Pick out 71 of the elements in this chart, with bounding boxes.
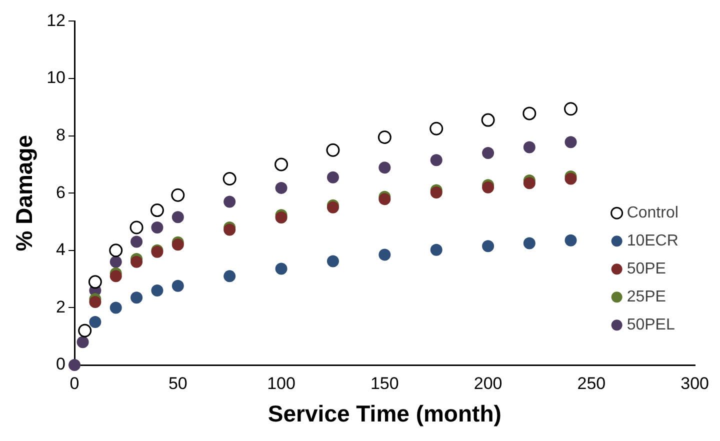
point: [274, 158, 288, 172]
point: [378, 162, 391, 174]
point: [110, 270, 122, 282]
x-tick-label: 50: [168, 374, 188, 393]
point: [275, 262, 288, 275]
point: [150, 204, 164, 218]
point: [482, 240, 494, 252]
point: [224, 196, 236, 208]
x-tick-label: 100: [267, 374, 296, 393]
x-tick-label: 200: [474, 374, 502, 393]
point: [481, 113, 495, 127]
point: [564, 136, 577, 148]
y-axis-title: % Damage: [11, 134, 38, 252]
point: [430, 154, 442, 166]
point: [378, 130, 392, 144]
point: [430, 244, 442, 256]
point: [564, 172, 577, 185]
y-tick-label: 10: [46, 68, 66, 88]
point: [172, 280, 184, 292]
point: [76, 336, 89, 348]
point: [564, 234, 577, 246]
point: [523, 141, 536, 154]
y-tick-label: 0: [56, 354, 66, 374]
point: [109, 244, 123, 258]
y-tick-label: 12: [46, 10, 66, 30]
point: [224, 224, 236, 236]
x-tick-label: 0: [70, 374, 80, 393]
point: [130, 220, 144, 234]
point: [378, 193, 391, 206]
x-tick-label: 250: [577, 374, 606, 393]
point: [222, 172, 236, 186]
legend-label: Control: [626, 204, 678, 222]
point: [430, 122, 444, 136]
point: [326, 143, 340, 157]
point: [523, 177, 536, 190]
point: [172, 238, 184, 251]
point: [130, 236, 143, 248]
point: [275, 182, 288, 194]
point: [171, 188, 185, 202]
point: [430, 186, 442, 199]
point: [110, 302, 122, 314]
point: [522, 106, 536, 120]
legend-label: 50PEL: [626, 316, 675, 334]
point: [78, 324, 92, 338]
point: [110, 256, 122, 268]
legend-label: 25PE: [626, 288, 666, 306]
y-tick-label: 4: [56, 240, 66, 260]
point: [88, 275, 102, 289]
point: [482, 146, 494, 159]
point: [130, 292, 143, 304]
point: [326, 255, 339, 268]
y-tick-label: 6: [56, 182, 66, 202]
point: [172, 211, 184, 224]
legend-label: 50PE: [626, 260, 666, 278]
point: [523, 237, 536, 250]
point: [151, 221, 164, 234]
point: [564, 102, 578, 116]
y-tick-label: 2: [56, 297, 66, 316]
point: [89, 316, 102, 328]
legend-label: 10ECR: [626, 232, 678, 250]
point: [224, 270, 236, 282]
point: [68, 359, 81, 371]
point: [326, 171, 339, 184]
y-tick-label: 8: [56, 125, 66, 144]
x-axis-title: Service Time (month): [268, 400, 502, 427]
point: [89, 296, 102, 308]
point: [151, 284, 164, 297]
x-tick-label: 150: [370, 374, 399, 393]
x-tick-label: 300: [680, 374, 710, 393]
point: [130, 256, 143, 268]
point: [378, 248, 391, 261]
